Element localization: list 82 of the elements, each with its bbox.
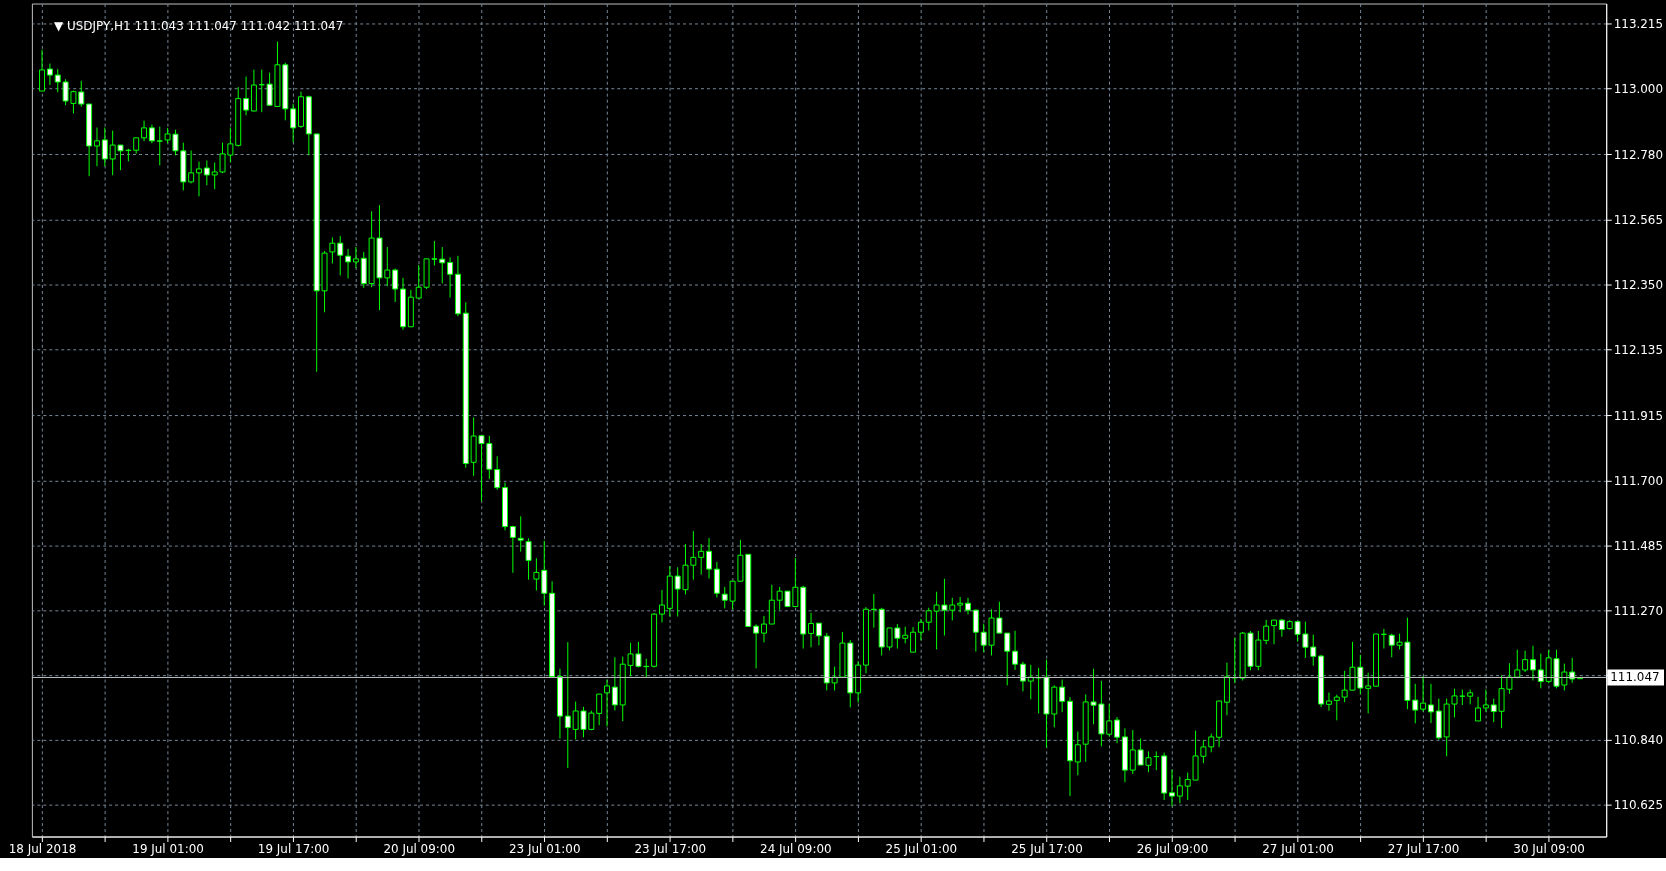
x-tick-label: 18 Jul 2018 [8,841,77,856]
x-tick-label: 25 Jul 01:00 [885,841,958,856]
candlestick [972,608,979,653]
candlestick [447,256,454,298]
candlestick [509,525,516,574]
x-tick-label: 20 Jul 09:00 [383,841,455,856]
candlestick [1263,619,1270,645]
candlestick [39,49,46,92]
candlestick [93,127,100,167]
x-tick-label: 25 Jul 17:00 [1011,841,1083,856]
y-tick-label: 110.840 [1613,733,1664,748]
x-tick-label: 26 Jul 09:00 [1136,841,1209,856]
x-tick-label: 27 Jul 01:00 [1262,841,1334,856]
candlestick [964,597,971,615]
candlestick [148,124,155,144]
candlestick [46,63,53,86]
candlestick [910,626,917,653]
candlestick [1012,630,1019,671]
candlestick [1059,679,1066,713]
y-tick-label: 111.270 [1613,603,1664,618]
x-tick-label: 23 Jul 17:00 [634,841,707,856]
candlestick [706,537,713,579]
text: ▼ USDJPY,H1 111.043 111.047 111.042 111.047 [54,19,344,34]
y-tick-label: 110.625 [1613,798,1664,813]
candlestick [517,515,524,553]
candlestick [1482,689,1489,713]
x-tick-label: 30 Jul 09:00 [1513,841,1585,856]
x-tick-label: 23 Jul 01:00 [508,841,581,856]
candlestick [768,584,775,625]
candlestick [1365,672,1372,714]
candlestick [494,455,501,491]
candlestick [392,268,399,303]
y-tick-label: 113.215 [1613,16,1664,31]
candlestick [917,618,924,641]
y-tick-label: 112.350 [1613,277,1664,292]
candlestick [1169,769,1175,807]
candlestick [1420,675,1427,713]
y-tick-label: 111.700 [1613,473,1664,488]
candlestick [760,615,767,643]
candlestick [1271,619,1278,645]
candlestick [1569,657,1576,684]
candlestick [1522,650,1529,673]
candlestick [141,120,148,142]
candlestick [1514,649,1521,679]
ref-line-label: 111.047 [1610,670,1660,685]
y-tick-label: 112.135 [1613,342,1664,357]
candlestick [188,150,195,184]
candlestick [1114,716,1121,744]
y-tick-label: 112.780 [1613,147,1664,162]
x-tick-label: 19 Jul 01:00 [132,841,204,856]
x-tick-label: 19 Jul 17:00 [257,841,330,856]
candlestick [290,103,297,143]
candlestick [957,596,964,613]
y-tick-label: 112.565 [1613,212,1664,227]
candlestick [1074,731,1081,776]
y-tick-label: 111.915 [1613,408,1664,423]
y-tick-label: 111.485 [1613,538,1664,553]
candlestick [808,612,815,648]
candlestick [658,589,665,624]
candlestick [1529,645,1536,681]
x-tick-label: 27 Jul 17:00 [1387,841,1460,856]
candlestick [611,656,618,711]
candlestick [1019,661,1026,692]
candlestick [1325,692,1332,712]
candlestick [815,622,822,646]
candlestick [596,693,603,726]
candlestick [525,537,532,581]
candlestick [753,623,760,669]
candlestick [1475,696,1482,722]
candlestick [604,679,611,727]
candlestick [1537,653,1544,689]
candlestick [101,127,108,167]
candlestick [1427,683,1434,724]
candlestick [203,159,210,186]
candlestick [243,76,250,116]
y-tick-label: 113.000 [1613,81,1664,96]
candlestick [345,248,352,279]
candlestick [1176,776,1183,804]
candlestick [698,543,705,576]
candlestick [195,161,202,197]
candlestick [352,246,359,269]
x-tick-label: 24 Jul 09:00 [760,841,832,856]
